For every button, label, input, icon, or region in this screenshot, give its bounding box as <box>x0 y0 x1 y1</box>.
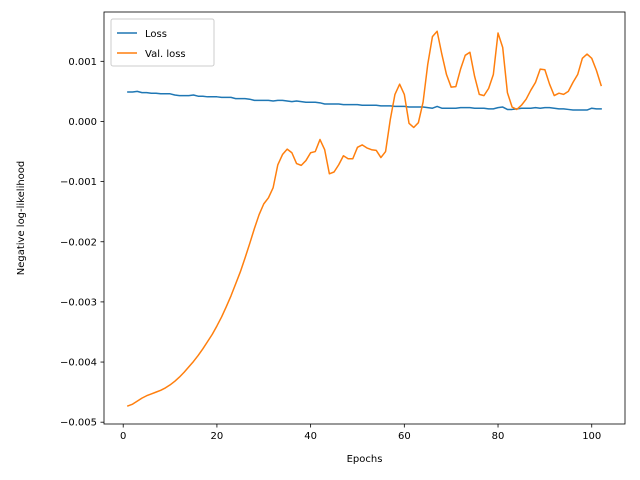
x-axis-label: Epochs <box>347 454 383 465</box>
y-tick-label: −0.003 <box>60 297 97 308</box>
y-axis: −0.005 −0.004 −0.003 −0.002 −0.001 0.000 0.001 <box>60 57 104 429</box>
plot-area <box>126 30 603 407</box>
x-tick-label: 20 <box>211 431 224 442</box>
y-tick-label: 0.000 <box>68 117 97 128</box>
legend-box <box>110 18 215 67</box>
x-tick-label: 80 <box>492 431 505 442</box>
x-axis: 0 20 40 60 80 100 <box>120 424 601 442</box>
legend-label-val-loss: Val. loss <box>145 49 186 60</box>
x-tick-label: 40 <box>304 431 317 442</box>
y-tick-label: 0.001 <box>68 57 97 68</box>
series-points-val-loss <box>128 31 601 406</box>
x-tick-label: 60 <box>398 431 411 442</box>
y-axis-label: Negative log-likelihood <box>16 161 27 276</box>
series-line-val-loss <box>126 30 603 407</box>
y-tick-label: −0.004 <box>60 358 97 369</box>
y-tick-label: −0.005 <box>60 418 97 429</box>
x-tick-label: 100 <box>582 431 601 442</box>
axes-spines <box>103 11 626 425</box>
y-tick-label: −0.001 <box>60 177 97 188</box>
series-points-loss <box>128 91 601 110</box>
x-tick-label: 0 <box>120 431 126 442</box>
y-tick-label: −0.002 <box>60 237 97 248</box>
legend-label-loss: Loss <box>145 29 167 40</box>
legend: Loss Val. loss <box>110 18 215 67</box>
axes-frame <box>103 11 626 425</box>
series-line-loss <box>127 90 602 111</box>
